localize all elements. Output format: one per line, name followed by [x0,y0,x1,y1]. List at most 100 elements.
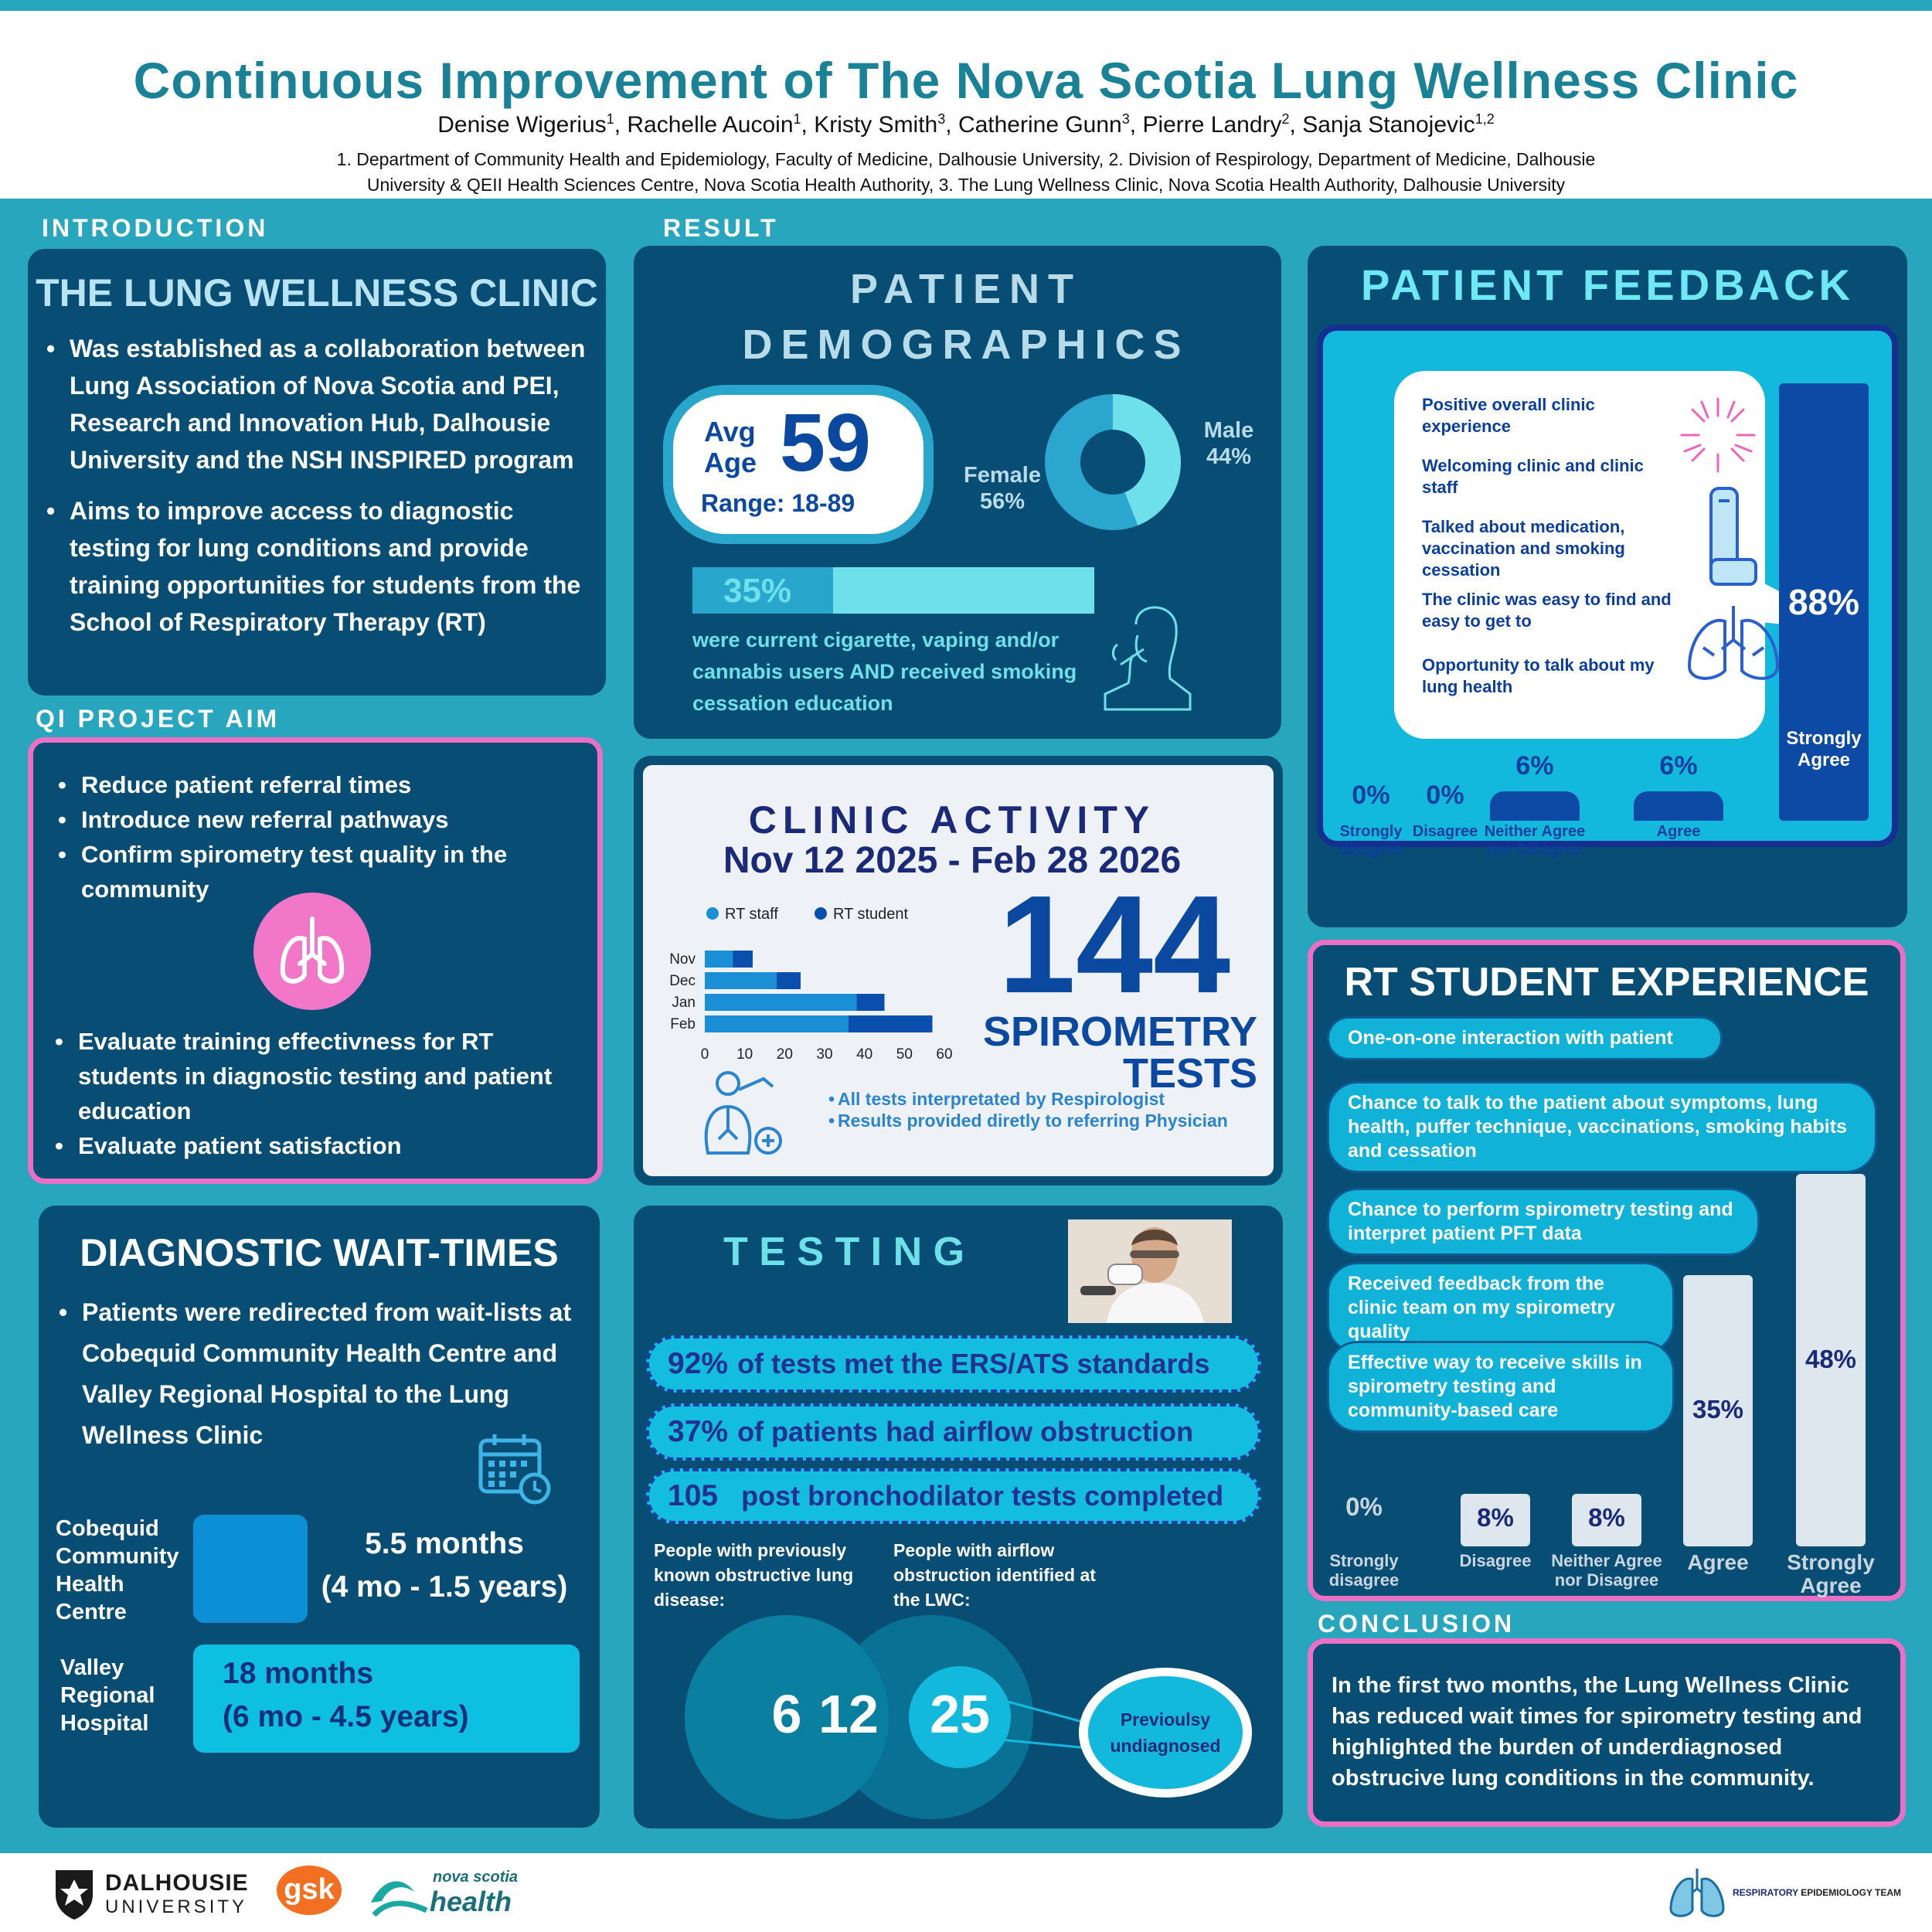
qi-bullet: Evaluate patient satisfaction [49,1128,590,1163]
rt-bar-label: Neither Agree nor Disagree [1551,1551,1662,1590]
qi-bullet: Introduce new referral pathways [52,802,585,837]
feedback-bar [1634,791,1723,821]
feedback-bar-value: 88% [1787,582,1860,622]
category-label: Feb [670,1016,696,1032]
qi-bullets-bottom: Evaluate training effectivness for RT st… [49,1024,590,1163]
activity-note: All tests interpretated by Respirologist [822,1088,1255,1110]
activity-notes: All tests interpretated by Respirologist… [822,1088,1255,1131]
rt-student-heading: RT STUDENT EXPERIENCE [1344,960,1869,1005]
section-label-introduction: INTRODUCTION [42,214,269,242]
section-label-result: RESULT [663,214,779,242]
qi-aim-panel: Reduce patient referral times Introduce … [28,737,603,1184]
rt-item-pill: One-on-one interaction with patient [1327,1016,1723,1060]
monthly-tests-chart: RT staff RT student Nov Dec Jan Feb 0 10 20 30 40 5… [669,906,952,1063]
feedback-bar [1779,383,1869,821]
rt-bar-value: 35% [1692,1395,1744,1424]
x-tick-label: 50 [896,1046,913,1063]
bar-segment [705,951,733,968]
clinic-activity-heading: CLINIC ACTIVITY [748,798,1156,842]
sex-donut-chart [1045,394,1181,530]
author: Denise Wigerius [437,112,607,138]
feedback-bar-label: Disagree [1412,823,1478,840]
male-stat: Male 44% [1203,418,1254,469]
smoking-pct: 35% [723,572,792,610]
clinic-activity-dates: Nov 12 2025 - Feb 28 2026 [723,840,1182,881]
top-accent-bar [0,0,1932,11]
rt-bar-value: 8% [1588,1503,1625,1532]
stat-pill: 37% of patients had airflow obstruction [646,1403,1261,1461]
rt-student-panel: RT STUDENT EXPERIENCE One-on-one interac… [1308,940,1906,1601]
bar-segment [849,1015,933,1032]
smoking-bar-track: 35% [692,567,1094,614]
lungs-icon [253,893,371,1010]
author: Rachelle Aucoin [627,112,794,138]
testing-heading: T E S T I N G [723,1230,965,1274]
venn-undiagnosed-circle [909,1666,1011,1768]
nova-scotia-health-text: health [430,1886,512,1917]
conclusion-panel: In the first two months, the Lung Wellne… [1308,1638,1906,1827]
female-stat: Female 56% [964,463,1041,514]
intro-panel: THE LUNG WELLNESS CLINIC Was established… [28,249,606,696]
footer: DALHOUSIE UNIVERSITY gsk nova scotia hea… [0,1853,1932,1932]
feedback-bar-label: Strongly Agree [1786,728,1862,770]
respiratory-epi-team-text: RESPIRATORY EPIDEMIOLOGY TEAM [1733,1887,1902,1898]
feedback-item: Positive overall clinic experience [1422,395,1595,436]
feedback-bar-value: 0% [1352,781,1390,810]
activity-note: Results provided diretly to referring Ph… [822,1110,1255,1131]
venn-left-label: People with previously known obstructive… [654,1540,854,1610]
age-range: Range: 18-89 [701,489,855,517]
rt-bar-label: Disagree [1459,1551,1532,1570]
feedback-bar-value: 6% [1515,751,1554,781]
bar-segment [777,972,801,989]
smoking-text: were current cigarette, vaping and/or ca… [692,628,1077,715]
affiliations: 1. Department of Community Health and Ep… [336,149,1596,195]
male-slice [1111,394,1181,526]
venn-note: Previoulsy undiagnosed [1110,1709,1221,1756]
patient-testing-photo [1068,1219,1232,1323]
x-tick-label: 40 [856,1046,872,1063]
patient-feedback-heading: PATIENT FEEDBACK [1361,260,1854,309]
smoking-bar-fill [692,567,833,614]
cobequid-wait-bar [193,1515,308,1623]
section-label-qi-aim: QI PROJECT AIM [36,705,281,733]
rt-bar-value: 48% [1804,1345,1857,1373]
poster-title: Continuous Improvement of The Nova Scoti… [133,52,1799,109]
clinic-activity-frame: CLINIC ACTIVITY Nov 12 2025 - Feb 28 202… [634,756,1283,1185]
legend-swatch [815,907,827,920]
avg-age-card: Avg Age 59 Range: 18-89 [663,385,934,544]
valley-wait-bar [193,1645,580,1753]
author-list: Denise Wigerius1, Rachelle Aucoin1, Kris… [437,111,1495,138]
qi-bullet: Reduce patient referral times [52,767,585,802]
dalhousie-crest-logo [56,1870,93,1920]
demographics-heading: PATIENT DEMOGRAPHICS [742,266,1190,368]
feedback-bar-value: 6% [1659,751,1698,781]
spirometry-person-icon [704,1071,782,1155]
rt-item-pill: Chance to talk to the patient about symp… [1327,1081,1877,1173]
rt-item-pill: Received feedback from the clinic team o… [1327,1262,1675,1354]
gsk-logo: gsk [277,1866,342,1915]
valley-label: Valley Regional Hospital [60,1655,155,1736]
wait-times-bullet: Patients were redirected from wait-lists… [53,1292,586,1456]
feedback-item: Opportunity to talk about my lung health [1422,655,1655,696]
venn-mid-value: 12 [818,1684,879,1744]
intro-bullet: Aims to improve access to diagnostic tes… [40,492,597,641]
category-label: Jan [672,995,696,1011]
category-label: Dec [669,973,696,989]
rt-item-pill: Effective way to receive skills in spiro… [1327,1341,1675,1433]
venn-right-value: 25 [930,1684,990,1744]
venn-diagram [685,1615,1252,1819]
rt-item-pill: Chance to perform spirometry testing and… [1327,1188,1760,1256]
avg-age-label: Avg Age [704,416,757,478]
rt-bar [1683,1274,1753,1546]
poster-header: Continuous Improvement of The Nova Scoti… [0,11,1932,199]
feedback-bar [1490,791,1580,821]
venn-left-circle [685,1615,889,1819]
calendar-icon [476,1430,553,1507]
firework-icon [1680,397,1756,473]
rt-bar-label: Strongly Agree [1787,1550,1875,1597]
dalhousie-logo-text: DALHOUSIE [105,1870,249,1896]
rt-bar-value: 0% [1345,1492,1383,1521]
legend-swatch [706,907,719,920]
dalhousie-logo-subtext: UNIVERSITY [105,1896,248,1917]
spirometry-total: 144 [998,867,1231,1022]
